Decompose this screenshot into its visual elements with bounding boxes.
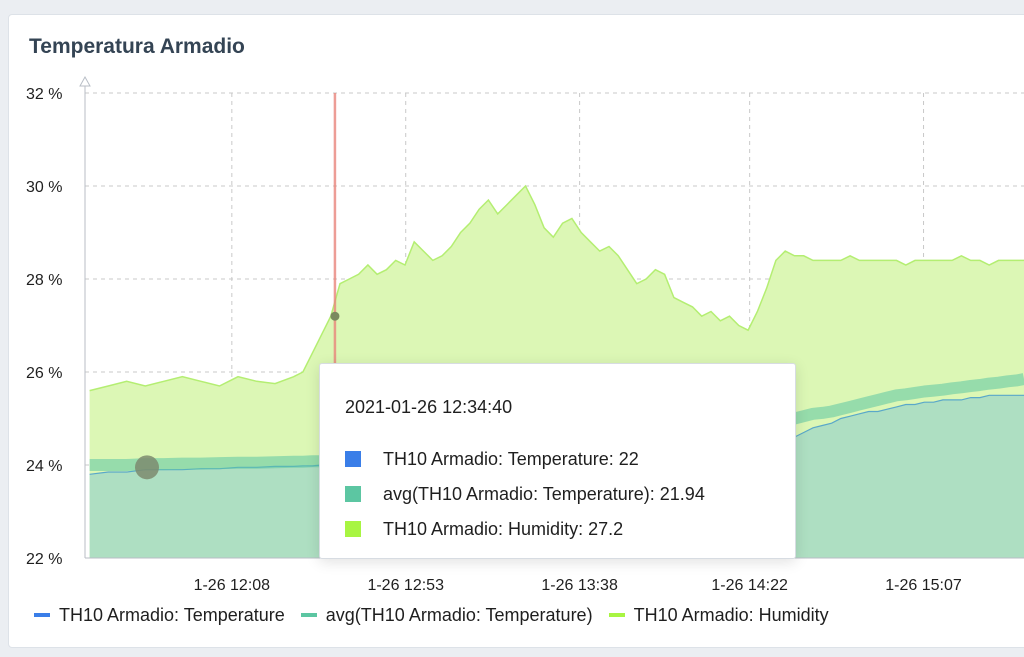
tooltip-swatch-avg-temperature — [345, 486, 361, 502]
x-tick-label: 1-26 12:53 — [367, 577, 444, 594]
legend-item-humidity[interactable]: TH10 Armadio: Humidity — [608, 604, 829, 626]
y-tick-label: 24 % — [26, 458, 62, 475]
tooltip-row-humidity: TH10 Armadio: Humidity: 27.2 — [345, 517, 795, 541]
y-tick-label: 26 % — [26, 365, 62, 382]
tooltip-row-temperature: TH10 Armadio: Temperature: 22 — [345, 447, 795, 471]
x-tick-label: 1-26 14:22 — [711, 577, 788, 594]
x-tick-label: 1-26 15:07 — [885, 577, 962, 594]
legend-label: TH10 Armadio: Humidity — [633, 604, 829, 625]
chart-tooltip: 2021-01-26 12:34:40 TH10 Armadio: Temper… — [319, 363, 796, 559]
tooltip-swatch-temperature — [345, 451, 361, 467]
x-tick-label: 1-26 13:38 — [541, 577, 618, 594]
legend-swatch-temperature — [34, 613, 50, 617]
y-axis-arrow-icon — [79, 75, 91, 87]
y-tick-label: 30 % — [26, 179, 62, 196]
legend-label: TH10 Armadio: Temperature — [59, 604, 285, 625]
x-tick-label: 1-26 12:08 — [194, 577, 271, 594]
hover-marker — [135, 455, 159, 480]
y-tick-label: 22 % — [26, 551, 62, 568]
panel-title: Temperatura Armadio — [29, 35, 245, 58]
chart-legend: TH10 Armadio: Temperature avg(TH10 Armad… — [34, 603, 845, 627]
y-tick-label: 28 % — [26, 272, 62, 289]
tooltip-row-label: TH10 Armadio: Temperature: 22 — [383, 448, 639, 469]
legend-item-avg-temperature[interactable]: avg(TH10 Armadio: Temperature) — [300, 604, 593, 626]
legend-swatch-humidity — [608, 613, 625, 617]
tooltip-row-label: TH10 Armadio: Humidity: 27.2 — [383, 518, 624, 539]
tooltip-swatch-humidity — [345, 521, 361, 537]
y-tick-label: 32 % — [26, 86, 62, 103]
cursor-point-humidity — [330, 311, 340, 321]
legend-item-temperature[interactable]: TH10 Armadio: Temperature — [34, 605, 285, 626]
tooltip-time: 2021-01-26 12:34:40 — [345, 397, 513, 417]
legend-swatch-avg-temperature — [300, 613, 317, 617]
tooltip-row-label: avg(TH10 Armadio: Temperature): 21.94 — [383, 483, 705, 504]
legend-label: avg(TH10 Armadio: Temperature) — [325, 604, 593, 625]
tooltip-row-avg-temperature: avg(TH10 Armadio: Temperature): 21.94 — [345, 482, 795, 506]
